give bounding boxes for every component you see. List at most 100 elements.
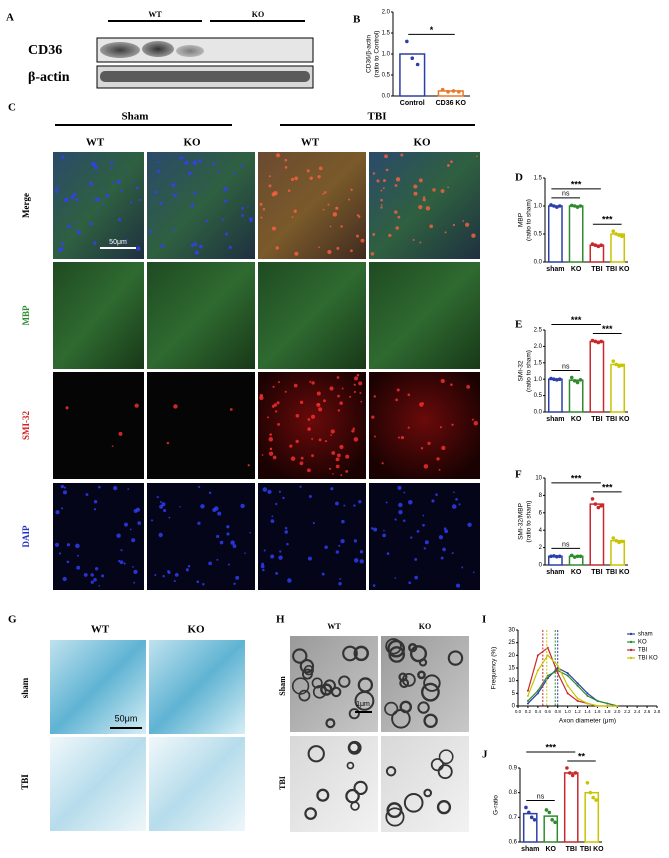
data-point	[594, 798, 598, 802]
cell-dot	[159, 201, 163, 205]
cell-dot	[386, 552, 390, 555]
x-tick-label: TBI	[566, 846, 577, 853]
x-tick-label: KO	[571, 416, 582, 423]
cell-dot	[311, 414, 316, 419]
cell-dot	[101, 574, 105, 578]
cell-dot	[173, 404, 178, 409]
cell-dot	[289, 444, 293, 448]
cell-dot	[353, 558, 359, 563]
micrograph	[369, 262, 480, 369]
chart: F 0 2 4 6 8 10 SMI-32/MBP (ratio to sham) sham KO T…	[515, 469, 630, 576]
cell-dot	[294, 251, 299, 256]
cell-dot	[133, 581, 136, 584]
significance-label: ***	[545, 742, 556, 752]
cell-dot	[395, 177, 401, 182]
column-label: KO	[187, 624, 205, 636]
cell-dot	[317, 175, 321, 179]
cell-dot	[380, 198, 383, 202]
charts: B 0.0 0.5 1.0 1.5 2.0 CD36/β-actin (ratio to Co…	[353, 10, 661, 853]
cell-dot	[271, 226, 277, 231]
data-point	[555, 205, 559, 209]
cell-dot	[395, 226, 399, 230]
column-label: KO	[183, 137, 201, 149]
cell-dot	[269, 447, 273, 451]
axon	[346, 761, 355, 770]
micrograph	[147, 483, 255, 590]
y-tick-label: 2.0	[382, 10, 391, 16]
cell-dot	[350, 188, 353, 191]
micrograph	[147, 152, 255, 259]
data-point	[536, 689, 539, 692]
cell-dot	[340, 225, 343, 228]
cell-dot	[192, 160, 198, 165]
condition-label: Sham	[122, 111, 149, 123]
x-tick-label: 2.8	[654, 709, 661, 714]
cell-dot	[120, 189, 124, 192]
cell-dot	[125, 171, 128, 173]
data-point	[617, 233, 621, 237]
cell-dot	[74, 221, 78, 224]
micrograph	[258, 262, 366, 369]
cell-dot	[275, 502, 278, 506]
cell-dot	[335, 501, 339, 506]
cell-dot	[323, 399, 326, 403]
y-tick-label: 6	[539, 510, 543, 516]
cell-dot	[293, 383, 298, 388]
x-tick-label: KO	[571, 266, 582, 273]
cell-dot	[330, 487, 334, 491]
cell-dot	[208, 491, 212, 495]
data-point	[547, 810, 552, 815]
significance-label: ***	[571, 315, 582, 325]
cell-dot	[93, 165, 98, 170]
cell-dot	[336, 376, 340, 379]
x-tick-label: CD36 KO	[436, 100, 467, 107]
cell-dot	[66, 560, 70, 564]
axon	[447, 650, 464, 666]
cell-dot	[174, 573, 179, 577]
y-tick-label: 0.9	[509, 766, 518, 772]
cell-dot	[360, 400, 363, 403]
cell-dot	[284, 166, 288, 169]
cell-dot	[70, 195, 74, 199]
data-point	[614, 362, 618, 367]
cell-dot	[267, 489, 272, 495]
cell-dot	[262, 208, 266, 211]
cell-dot	[133, 569, 138, 575]
axon	[348, 741, 360, 754]
axon	[298, 689, 311, 702]
series-line	[527, 667, 618, 707]
band	[100, 42, 140, 58]
cell-dot	[65, 406, 69, 410]
data-point	[526, 689, 529, 692]
data-point	[599, 339, 604, 344]
cell-dot	[127, 488, 130, 490]
cell-dot	[345, 454, 350, 459]
cell-dot	[273, 190, 278, 196]
cell-dot	[423, 464, 429, 469]
cell-dot	[268, 451, 274, 456]
cell-dot	[451, 552, 454, 555]
cell-dot	[311, 381, 315, 385]
cell-dot	[398, 510, 403, 515]
y-tick-label: 1.0	[534, 377, 543, 383]
cell-dot	[290, 456, 296, 461]
cell-dot	[307, 427, 311, 431]
cell-dot	[471, 233, 476, 238]
cell-dot	[247, 464, 250, 467]
cell-dot	[307, 418, 311, 421]
cell-dot	[85, 493, 89, 496]
condition-label: TBI	[368, 111, 387, 123]
cell-dot	[62, 490, 68, 495]
cell-dot	[230, 540, 235, 545]
cell-dot	[299, 461, 304, 466]
y-axis-label: (ratio to sham)	[526, 350, 533, 392]
cell-dot	[337, 409, 341, 412]
micrograph	[147, 262, 255, 369]
axon	[421, 682, 440, 702]
group-label: WT	[148, 10, 162, 19]
y-tick-label: 0.0	[382, 94, 391, 100]
bar	[568, 205, 584, 263]
cell-dot	[306, 169, 310, 173]
cell-dot	[196, 580, 200, 584]
cell-dot	[359, 559, 364, 564]
